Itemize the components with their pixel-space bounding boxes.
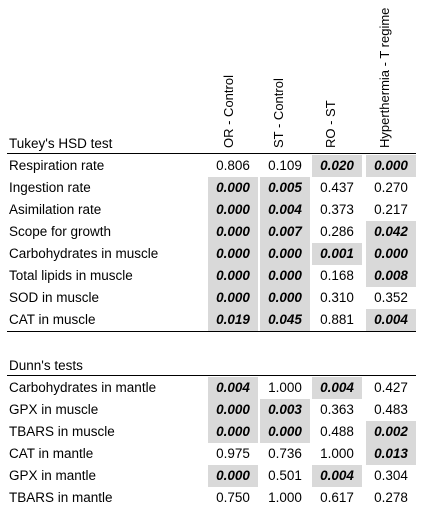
p-value-cell: 0.000	[260, 265, 310, 287]
p-value-cell: 0.013	[366, 443, 416, 465]
p-value-cell: 0.004	[366, 309, 416, 331]
p-value-cell: 0.736	[268, 446, 302, 461]
p-value-cell: 0.000	[208, 199, 258, 221]
p-value-cell: 0.488	[320, 424, 354, 439]
bottom-rule-1	[7, 331, 416, 332]
p-value-cell: 0.000	[208, 421, 258, 443]
p-value-cell: 0.352	[374, 290, 408, 305]
header-rule-2	[7, 375, 416, 376]
p-value-cell: 0.363	[320, 402, 354, 417]
p-value-cell: 0.019	[208, 309, 258, 331]
row-label: Scope for growth	[9, 224, 112, 239]
p-value-cell: 0.042	[366, 221, 416, 243]
table-row: Scope for growth 0.000 0.007 0.286 0.042	[0, 221, 422, 243]
p-value-cell: 1.000	[268, 490, 302, 505]
table-row: Ingestion rate 0.000 0.005 0.437 0.270	[0, 177, 422, 199]
header-rule-1	[7, 153, 416, 154]
p-value-cell: 0.004	[208, 377, 258, 399]
p-value-cell: 0.002	[366, 421, 416, 443]
section-title-dunn: Dunn's tests	[9, 358, 83, 373]
p-value-cell: 0.806	[216, 158, 250, 173]
column-header-st-control: ST - Control	[271, 78, 286, 148]
row-label: SOD in muscle	[9, 290, 100, 305]
p-value-cell: 0.373	[320, 202, 354, 217]
p-value-cell: 0.000	[208, 399, 258, 421]
table-row: Carbohydrates in muscle 0.000 0.000 0.001 0.…	[0, 243, 422, 265]
p-value-cell: 0.000	[366, 155, 416, 177]
table-row: Respiration rate 0.806 0.109 0.020 0.000	[0, 155, 422, 177]
row-label: GPX in mantle	[9, 468, 97, 483]
p-value-cell: 0.000	[260, 287, 310, 309]
p-value-cell: 0.000	[208, 465, 258, 487]
row-label: Carbohydrates in mantle	[9, 380, 157, 395]
row-label: TBARS in mantle	[9, 490, 113, 505]
p-value-cell: 0.000	[260, 243, 310, 265]
column-header-or-control: OR - Control	[221, 75, 236, 148]
p-value-cell: 1.000	[320, 446, 354, 461]
p-value-cell: 0.270	[374, 180, 408, 195]
column-header-ro-st: RO - ST	[323, 100, 338, 148]
p-value-cell: 0.008	[366, 265, 416, 287]
table-row: Asimilation rate 0.000 0.004 0.373 0.217	[0, 199, 422, 221]
row-label: TBARS in muscle	[9, 424, 115, 439]
p-value-cell: 0.000	[208, 177, 258, 199]
table-row: SOD in muscle 0.000 0.000 0.310 0.352	[0, 287, 422, 309]
p-value-cell: 0.109	[268, 158, 302, 173]
row-label: Respiration rate	[9, 158, 105, 173]
p-value-cell: 0.437	[320, 180, 354, 195]
p-value-cell: 0.020	[312, 155, 362, 177]
row-label: GPX in muscle	[9, 402, 99, 417]
p-value-cell: 0.045	[260, 309, 310, 331]
table-row: Total lipids in muscle 0.000 0.000 0.168 0.0…	[0, 265, 422, 287]
table-row: TBARS in muscle 0.000 0.000 0.488 0.002	[0, 421, 422, 443]
section-title-tukey: Tukey's HSD test	[9, 136, 113, 151]
column-header-hyperthermia: Hyperthermia - T regime	[377, 7, 392, 148]
p-value-cell: 0.000	[208, 243, 258, 265]
p-value-cell: 0.483	[374, 402, 408, 417]
table-row: TBARS in mantle 0.750 1.000 0.617 0.278	[0, 487, 422, 509]
p-value-cell: 0.501	[268, 468, 302, 483]
table-row: CAT in mantle 0.975 0.736 1.000 0.013	[0, 443, 422, 465]
p-value-cell: 0.000	[208, 287, 258, 309]
p-value-cell: 0.000	[366, 243, 416, 265]
row-label: CAT in mantle	[9, 446, 94, 461]
table-row: GPX in mantle 0.000 0.501 0.004 0.304	[0, 465, 422, 487]
row-label: Total lipids in muscle	[9, 268, 133, 283]
p-value-cell: 0.001	[312, 243, 362, 265]
p-value-cell: 0.168	[320, 268, 354, 283]
p-value-cell: 0.310	[320, 290, 354, 305]
p-value-cell: 0.427	[374, 380, 408, 395]
p-value-cell: 1.000	[268, 380, 302, 395]
p-value-cell: 0.881	[320, 312, 354, 327]
p-value-cell: 0.286	[320, 224, 354, 239]
p-value-cell: 0.617	[320, 490, 354, 505]
p-value-cell: 0.004	[260, 199, 310, 221]
p-value-cell: 0.975	[216, 446, 250, 461]
row-label: Asimilation rate	[9, 202, 102, 217]
p-value-cell: 0.750	[216, 490, 250, 505]
p-value-cell: 0.003	[260, 399, 310, 421]
row-label: Carbohydrates in muscle	[9, 246, 159, 261]
p-value-cell: 0.004	[312, 377, 362, 399]
row-label: CAT in muscle	[9, 312, 96, 327]
p-value-cell: 0.007	[260, 221, 310, 243]
p-value-cell: 0.217	[374, 202, 408, 217]
table-row: CAT in muscle 0.019 0.045 0.881 0.004	[0, 309, 422, 331]
table-row: Carbohydrates in mantle 0.004 1.000 0.004 0.…	[0, 377, 422, 399]
p-value-cell: 0.005	[260, 177, 310, 199]
p-value-cell: 0.000	[260, 421, 310, 443]
p-value-cell: 0.004	[312, 465, 362, 487]
p-value-cell: 0.000	[208, 265, 258, 287]
p-value-cell: 0.278	[374, 490, 408, 505]
table-row: GPX in muscle 0.000 0.003 0.363 0.483	[0, 399, 422, 421]
row-label: Ingestion rate	[9, 180, 91, 195]
p-value-cell: 0.304	[374, 468, 408, 483]
p-value-cell: 0.000	[208, 221, 258, 243]
